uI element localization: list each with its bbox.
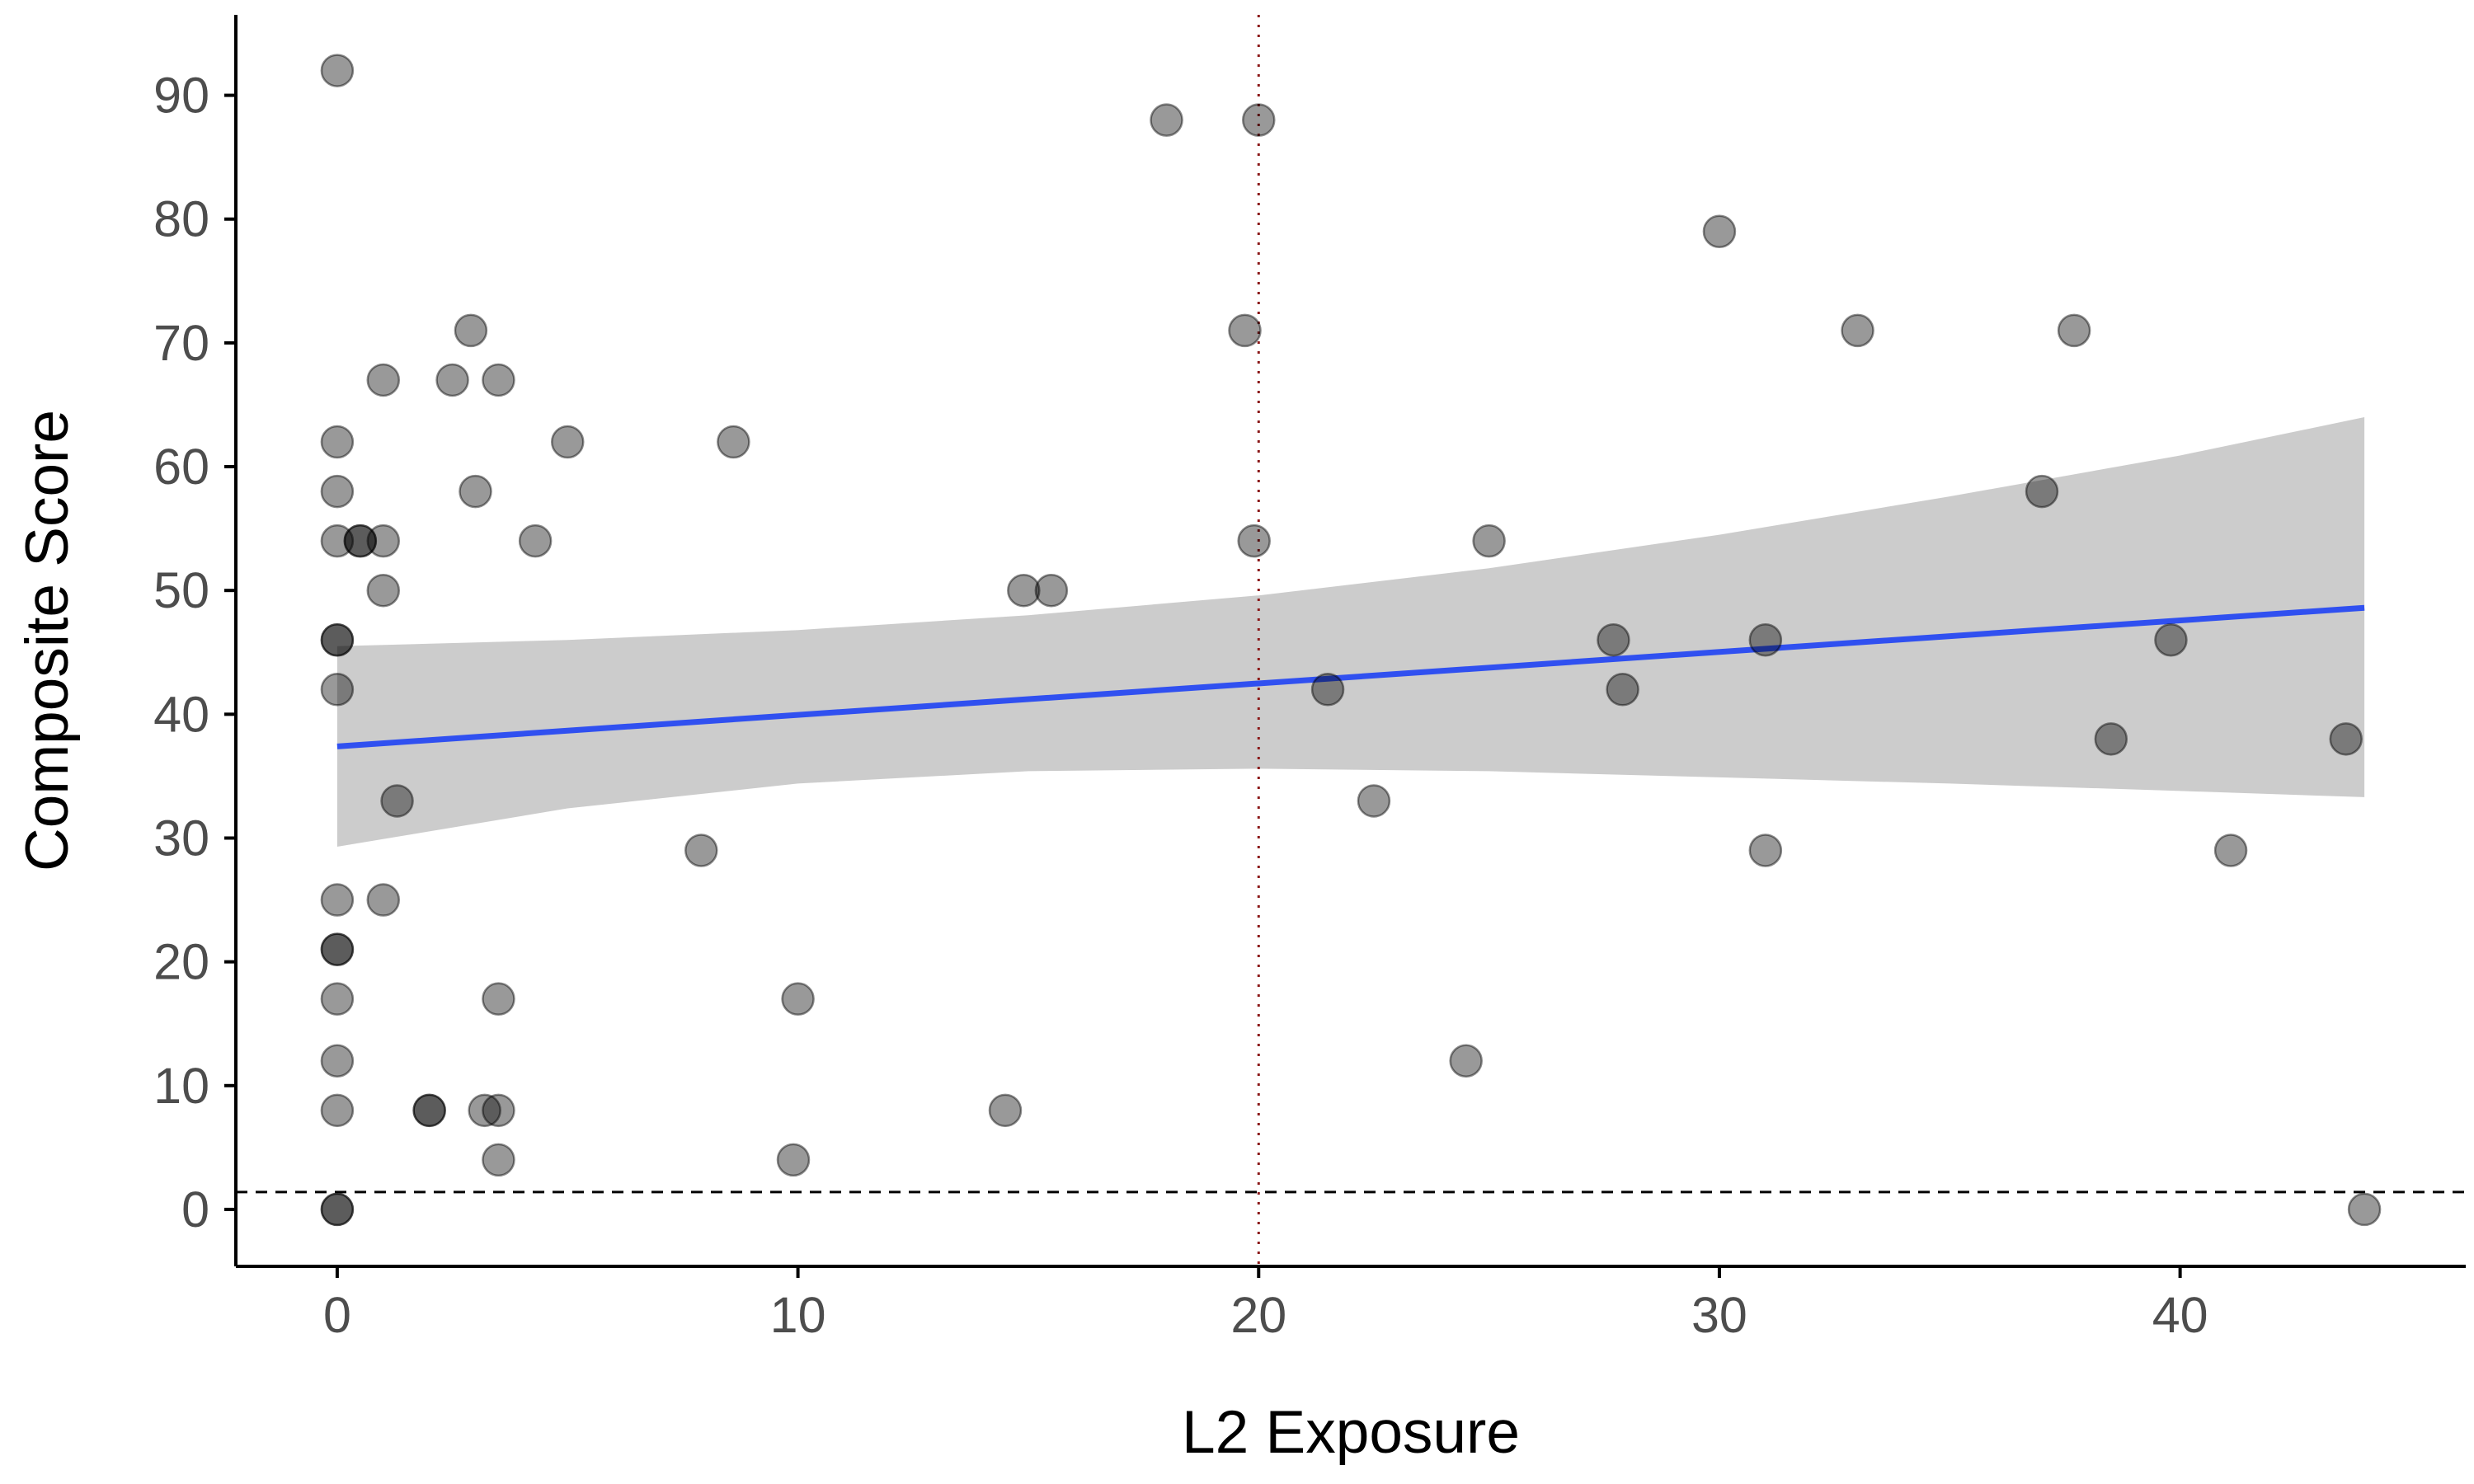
data-point (518, 524, 553, 558)
data-point (1748, 834, 1783, 867)
y-tick-label: 0 (181, 1181, 209, 1237)
data-point (380, 784, 414, 818)
data-point (1606, 673, 1639, 707)
data-point (320, 524, 355, 558)
data-point (454, 313, 488, 348)
data-point (435, 363, 469, 397)
data-point (2154, 622, 2188, 657)
data-point (320, 1044, 355, 1078)
data-point (366, 363, 401, 397)
data-point (320, 673, 355, 707)
x-axis-title: L2 Exposure (1182, 1399, 1520, 1466)
data-point (320, 425, 355, 459)
data-point (2025, 474, 2059, 509)
data-point (366, 573, 401, 608)
y-tick-label: 40 (153, 686, 209, 742)
data-point (320, 1192, 355, 1227)
data-point (2094, 722, 2128, 756)
data-point (320, 1192, 355, 1227)
data-point (320, 982, 355, 1016)
y-tick-label: 70 (153, 315, 209, 371)
confidence-band-group (336, 417, 2365, 847)
data-point (781, 982, 815, 1016)
data-point (717, 425, 750, 459)
y-tick-label: 10 (153, 1058, 209, 1114)
data-point (320, 883, 355, 917)
data-point (1242, 103, 1276, 137)
data-point (482, 1143, 515, 1177)
y-ticks-group: 0 10 20 30 40 50 60 70 80 90 (153, 68, 236, 1237)
data-point (1007, 573, 1041, 608)
x-tick-label: 30 (1691, 1287, 1747, 1343)
y-tick-label: 30 (153, 810, 209, 866)
axes-group (234, 15, 2466, 1268)
data-point (320, 1093, 355, 1128)
data-point (2213, 834, 2248, 867)
x-tick-label: 0 (323, 1287, 351, 1343)
data-point (1237, 524, 1271, 558)
data-point (1748, 622, 1783, 657)
y-tick-label: 80 (153, 191, 209, 247)
y-tick-label: 90 (153, 68, 209, 124)
data-point (482, 363, 515, 397)
data-point (366, 524, 401, 558)
fit-line-group (336, 604, 2365, 749)
data-point (320, 622, 355, 657)
fit-line (336, 604, 2365, 749)
data-point (1449, 1044, 1483, 1078)
data-point (320, 474, 355, 509)
x-tick-label: 40 (2152, 1287, 2208, 1343)
y-tick-label: 50 (153, 562, 209, 618)
data-point (1597, 622, 1630, 657)
data-point (2347, 1192, 2382, 1227)
data-point (320, 932, 355, 966)
data-point (1228, 313, 1262, 348)
data-point (320, 932, 355, 966)
x-tick-label: 20 (1230, 1287, 1286, 1343)
data-point (320, 622, 355, 657)
data-point (482, 1093, 515, 1128)
data-point (1034, 573, 1069, 608)
y-tick-label: 60 (153, 439, 209, 495)
reference-lines-group (236, 15, 2466, 1266)
data-point (320, 54, 355, 87)
x-tick-label: 10 (770, 1287, 826, 1343)
data-point (776, 1143, 811, 1177)
data-point (1357, 784, 1391, 818)
data-point (684, 834, 718, 867)
data-point (343, 524, 378, 558)
data-point (1702, 214, 1737, 249)
data-point (2329, 722, 2363, 756)
data-point (343, 524, 378, 558)
y-tick-label: 20 (153, 934, 209, 990)
data-point (1150, 103, 1183, 137)
data-point (468, 1093, 501, 1128)
y-axis-title: Composite Score (14, 410, 81, 871)
confidence-band (336, 417, 2365, 847)
data-point (1472, 524, 1506, 558)
data-point (366, 883, 401, 917)
points-group (320, 54, 2382, 1227)
data-point (988, 1093, 1023, 1128)
data-point (550, 425, 585, 459)
data-point (1841, 313, 1874, 348)
data-point (482, 982, 515, 1016)
data-point (412, 1093, 446, 1128)
data-point (412, 1093, 446, 1128)
data-point (1310, 673, 1345, 707)
data-point (459, 474, 492, 509)
data-point (2057, 313, 2091, 348)
x-ticks-group: 0 10 20 30 40 (323, 1266, 2208, 1343)
